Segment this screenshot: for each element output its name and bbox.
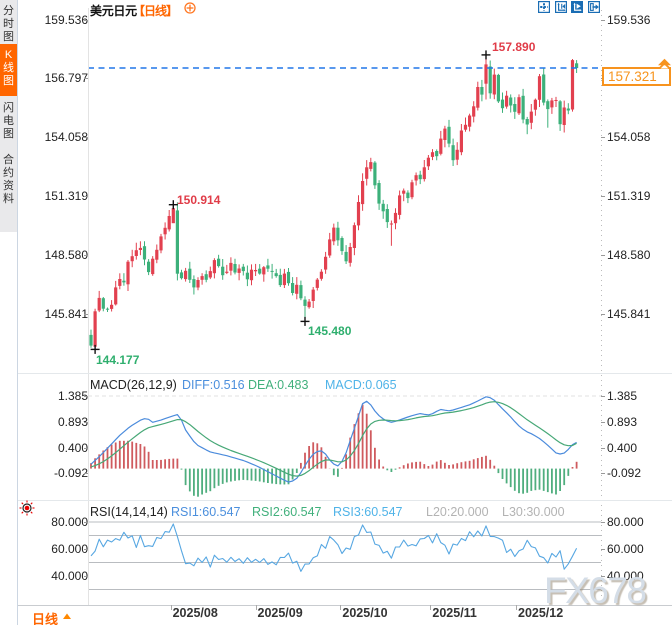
svg-text:150.914: 150.914 (177, 193, 221, 207)
svg-text:144.177: 144.177 (96, 353, 140, 367)
svg-text:145.480: 145.480 (308, 324, 352, 338)
svg-text:157.890: 157.890 (492, 40, 536, 54)
